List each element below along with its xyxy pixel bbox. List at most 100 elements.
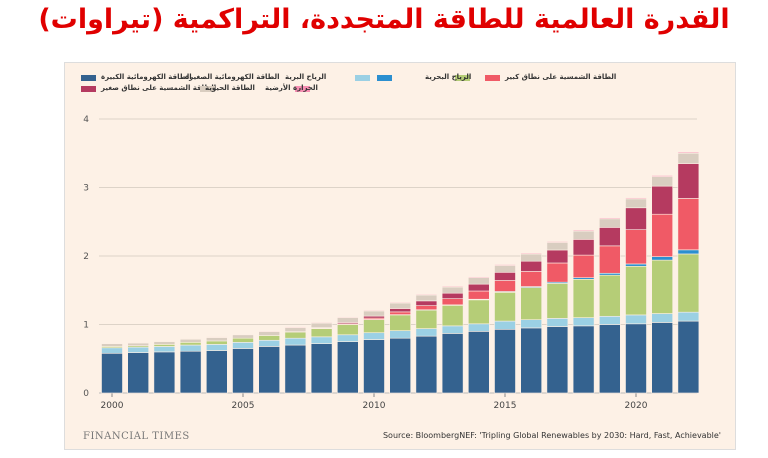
- legend-label: الرياح البحرية: [425, 73, 472, 81]
- legend-label: الطاقة الحيوية: [205, 84, 255, 92]
- bar-segment: [467, 283, 490, 292]
- bar-segment: [651, 185, 674, 215]
- bar-segment: [153, 344, 176, 347]
- bar-segment: [153, 346, 176, 353]
- bar-segment: [310, 343, 333, 394]
- bar-segment: [651, 176, 674, 187]
- bar-segment: [336, 324, 359, 336]
- bar-segment: [625, 265, 647, 316]
- bar-segment: [677, 198, 700, 251]
- bar-segment: [546, 242, 569, 251]
- bar-segment: [336, 316, 359, 318]
- bar-segment: [572, 230, 595, 240]
- bar-segment: [284, 344, 307, 394]
- bar-segment: [258, 339, 280, 347]
- bar-segment: [415, 300, 438, 306]
- bar-segment: [572, 278, 595, 318]
- bar-segment: [520, 252, 543, 255]
- bar-segment: [153, 351, 176, 394]
- bar-segment: [127, 342, 150, 347]
- bar-segment: [651, 213, 674, 257]
- bar-segment: [572, 317, 595, 327]
- bar-segment: [232, 334, 254, 339]
- bar-segment: [651, 322, 674, 394]
- bar-segment: [206, 344, 228, 351]
- bar-segment: [284, 326, 307, 328]
- bar-segment: [363, 309, 385, 312]
- bar-segment: [467, 277, 490, 285]
- bar-segment: [494, 320, 516, 330]
- bar-segment: [179, 342, 202, 346]
- bar-segment: [467, 323, 490, 332]
- legend-label: الطاقة الشمسية على نطاق صغير: [101, 84, 217, 92]
- bar-segment: [101, 342, 123, 344]
- bar-segment: [625, 197, 647, 200]
- bar-segment: [520, 253, 543, 262]
- bar-segment: [206, 350, 228, 394]
- legend-swatch: [455, 75, 470, 81]
- bar-segment: [494, 280, 516, 292]
- bar-segment: [389, 311, 412, 315]
- bar-segment: [546, 241, 569, 243]
- bar-segment: [206, 337, 228, 342]
- bar-segment: [625, 263, 647, 267]
- bar-segment: [415, 309, 438, 329]
- bar-segment: [598, 315, 621, 325]
- bar-segment: [441, 298, 464, 306]
- bar-segment: [258, 346, 280, 394]
- legend-swatch: [81, 86, 96, 92]
- bar-segment: [572, 229, 595, 232]
- bar-segment: [441, 305, 464, 327]
- legend-swatch: [377, 75, 392, 81]
- bar-segment: [677, 152, 700, 164]
- bar-segment: [389, 308, 412, 313]
- bar-segment: [389, 314, 412, 331]
- bar-segment: [415, 335, 438, 394]
- bar-segment: [389, 301, 412, 304]
- y-tick-label: 3: [83, 184, 89, 194]
- x-tick-label: 2000: [101, 401, 124, 411]
- bar-segment: [206, 336, 228, 338]
- bar-segment: [677, 253, 700, 313]
- bar-segment: [494, 272, 516, 281]
- bar-segment: [598, 227, 621, 247]
- y-tick-label: 4: [83, 115, 89, 125]
- bar-segment: [651, 259, 674, 314]
- bar-segment: [625, 198, 647, 209]
- bar-segment: [651, 175, 674, 177]
- bar-segment: [258, 331, 280, 336]
- bar-segment: [310, 322, 333, 324]
- x-tick-label: 2020: [625, 401, 648, 411]
- bar-segment: [494, 292, 516, 322]
- legend-label: الطاقة الشمسية على نطاق كبير: [505, 73, 617, 81]
- bar-segment: [677, 163, 700, 199]
- bar-segment: [153, 340, 176, 342]
- bar-segment: [310, 328, 333, 338]
- brand-label: FINANCIAL TIMES: [83, 431, 190, 442]
- bar-segment: [284, 327, 307, 332]
- bar-segment: [441, 333, 464, 394]
- bar-segment: [572, 239, 595, 256]
- bar-segment: [598, 245, 621, 274]
- bar-segment: [127, 346, 150, 353]
- bar-segment: [467, 276, 490, 278]
- bar-segment: [232, 348, 254, 394]
- bar-segment: [310, 322, 333, 328]
- bar-segment: [336, 334, 359, 342]
- bar-segment: [546, 262, 569, 283]
- bar-segment: [101, 343, 123, 347]
- bar-segment: [625, 229, 647, 265]
- bar-segment: [153, 341, 176, 345]
- bar-segment: [206, 340, 228, 345]
- legend-swatch: [295, 86, 310, 92]
- bar-segment: [232, 333, 254, 336]
- source-note: Source: BloombergNEF: 'Tripling Global R…: [382, 431, 721, 440]
- bar-segment: [467, 290, 490, 300]
- bar-segment: [415, 294, 438, 302]
- bar-segment: [546, 326, 569, 394]
- bar-segment: [389, 337, 412, 394]
- bar-segment: [677, 151, 700, 154]
- legend-label: الطاقة الكهرومائية الصغيرة: [185, 73, 280, 81]
- legend-swatch: [200, 86, 215, 92]
- bar-segment: [363, 319, 385, 334]
